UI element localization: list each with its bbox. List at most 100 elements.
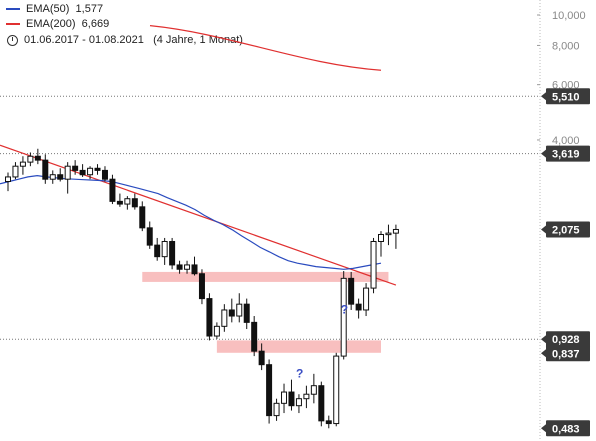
ema200-label: EMA(200) (26, 18, 76, 30)
candle-body (116, 200, 123, 205)
annotations: ?? (296, 303, 348, 381)
candle-body (355, 303, 362, 311)
candle-body (79, 169, 86, 176)
period-duration: (4 Jahre, 1 Monat) (153, 34, 243, 46)
price-badge-label: 5,510 (552, 91, 580, 103)
candle-body (72, 165, 79, 171)
price-badge-pointer (541, 349, 546, 358)
axis-tick-label: 4,000 (552, 135, 580, 147)
candles (5, 148, 399, 429)
candle-body (101, 169, 108, 180)
price-badge (546, 145, 590, 162)
candle-body (333, 355, 340, 425)
price-badge-pointer (541, 335, 546, 344)
candle-body (303, 393, 310, 400)
candle-body (288, 391, 295, 407)
legend-ema200: EMA(200) 6,669 (6, 18, 109, 31)
price-badge (546, 345, 590, 362)
trendline (0, 144, 397, 286)
candle-body (169, 240, 176, 266)
candle-body (295, 398, 302, 407)
candle-body (27, 155, 34, 163)
candle-body (198, 273, 205, 300)
candle-body (94, 167, 101, 171)
price-badge-label: 3,619 (552, 149, 580, 161)
axis-tick-label: 10,000 (552, 10, 586, 22)
candle-body (221, 309, 228, 327)
candle-body (392, 228, 399, 234)
candle-body (49, 174, 56, 180)
price-badge-label: 2,075 (552, 224, 580, 236)
candle-body (57, 174, 64, 180)
ema200-value: 6,669 (81, 18, 110, 30)
price-badge (546, 221, 590, 238)
clock-icon (7, 34, 18, 46)
candle-body (34, 155, 41, 161)
period-range: 01.06.2017 - 01.08.2021 (24, 34, 144, 46)
candle-body (184, 264, 191, 270)
price-badge-pointer (541, 92, 546, 101)
candle-body (139, 206, 146, 229)
ema50-value: 1,577 (75, 3, 104, 15)
candle-body (206, 298, 213, 337)
ema50-swatch (6, 8, 20, 11)
candle-body (318, 385, 325, 422)
candle-body (258, 350, 265, 366)
candle-body (146, 227, 153, 246)
price-axis: 10,0008,0006,0004,0005,5103,6192,0750,92… (537, 0, 590, 441)
candle-body (325, 420, 332, 425)
ema200-line (149, 25, 382, 71)
candle-body (348, 277, 355, 305)
candle-body (213, 325, 220, 337)
candle-body (109, 178, 116, 202)
candle-body (5, 176, 11, 182)
candle-body (228, 309, 235, 317)
price-badge (546, 420, 590, 437)
candle-body (154, 244, 161, 258)
candle-body (161, 240, 168, 258)
price-badge (546, 331, 590, 348)
candle-body (191, 264, 198, 275)
price-badge-label: 0,837 (552, 348, 580, 360)
candle-body (281, 391, 288, 404)
candle-body (124, 198, 131, 205)
candle-body (363, 287, 370, 311)
candle-body (310, 385, 317, 395)
zone-rect (142, 271, 389, 282)
candle-body (243, 303, 250, 323)
question-annotation: ? (296, 367, 303, 381)
price-badge (546, 88, 590, 105)
question-annotation: ? (341, 303, 348, 317)
axis-tick-label: 8,000 (552, 40, 580, 52)
zone-rect (216, 340, 381, 353)
candle-body (12, 165, 19, 178)
candle-body (266, 364, 273, 417)
candle-body (64, 165, 71, 180)
candle-body (19, 161, 26, 167)
candle-body (273, 402, 280, 417)
ema200-swatch (6, 23, 20, 26)
candle-body (370, 240, 377, 289)
price-badge-pointer (541, 424, 546, 433)
legend-ema50: EMA(50) 1,577 (6, 3, 103, 16)
price-badge-label: 0,928 (552, 334, 580, 346)
legend-period: 01.06.2017 - 01.08.2021 (4 Jahre, 1 Mona… (6, 34, 243, 47)
ema50-label: EMA(50) (26, 3, 70, 15)
candle-body (340, 277, 347, 357)
candle-body (251, 321, 258, 352)
price-badge-pointer (541, 225, 546, 234)
candle-body (385, 232, 392, 236)
price-badge-label: 0,483 (552, 423, 580, 435)
ema50-line (0, 174, 382, 270)
support-zones (142, 271, 389, 353)
candle-body (378, 233, 384, 242)
candle-body (236, 303, 243, 317)
candle-body (42, 159, 49, 180)
price-badge-pointer (541, 149, 546, 158)
candle-body (131, 198, 138, 208)
trendlines (0, 25, 397, 286)
candle-body (176, 264, 183, 270)
dotted-levels (0, 95, 540, 340)
candle-body (87, 167, 94, 176)
